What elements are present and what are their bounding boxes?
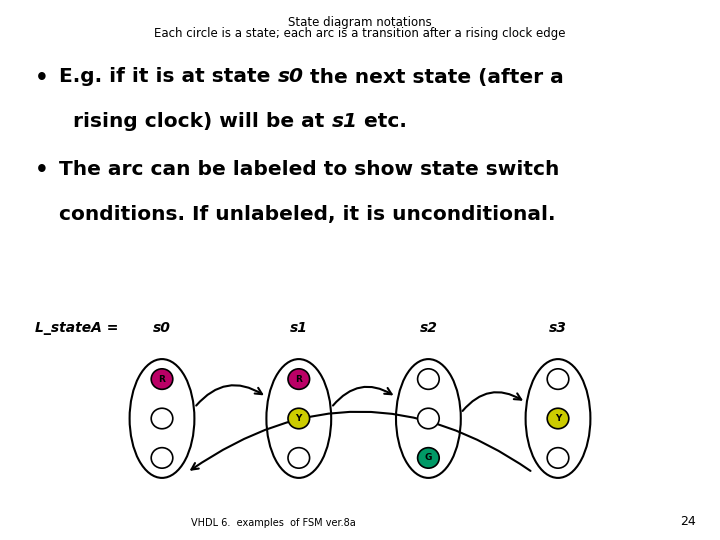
Ellipse shape [418,408,439,429]
Text: State diagram notations: State diagram notations [288,16,432,29]
Ellipse shape [547,408,569,429]
Ellipse shape [547,369,569,389]
Ellipse shape [418,448,439,468]
Text: •: • [35,160,48,180]
Text: s3: s3 [549,321,567,335]
Ellipse shape [547,448,569,468]
Ellipse shape [151,408,173,429]
Ellipse shape [288,448,310,468]
Text: G: G [425,454,432,462]
Text: Y: Y [555,414,561,423]
Text: Y: Y [296,414,302,423]
Text: •: • [35,68,48,87]
Text: conditions. If unlabeled, it is unconditional.: conditions. If unlabeled, it is uncondit… [59,205,556,224]
Text: E.g. if it is at state: E.g. if it is at state [59,68,277,86]
Text: etc.: etc. [357,112,408,131]
Text: R: R [158,375,166,383]
Ellipse shape [151,448,173,468]
Text: 24: 24 [680,515,696,528]
Text: L_stateA =: L_stateA = [35,321,118,335]
Text: R: R [295,375,302,383]
Ellipse shape [151,369,173,389]
Text: s1: s1 [331,112,357,131]
Text: s2: s2 [420,321,437,335]
Text: Each circle is a state; each arc is a transition after a rising clock edge: Each circle is a state; each arc is a tr… [154,27,566,40]
Text: s0: s0 [153,321,171,335]
Text: s1: s1 [290,321,307,335]
Text: The arc can be labeled to show state switch: The arc can be labeled to show state swi… [59,160,559,179]
Ellipse shape [288,408,310,429]
Text: the next state (after a: the next state (after a [303,68,564,86]
Ellipse shape [418,369,439,389]
Ellipse shape [288,369,310,389]
Text: s0: s0 [277,68,303,86]
Text: rising clock) will be at: rising clock) will be at [59,112,331,131]
Text: VHDL 6.  examples  of FSM ver.8a: VHDL 6. examples of FSM ver.8a [192,518,356,528]
